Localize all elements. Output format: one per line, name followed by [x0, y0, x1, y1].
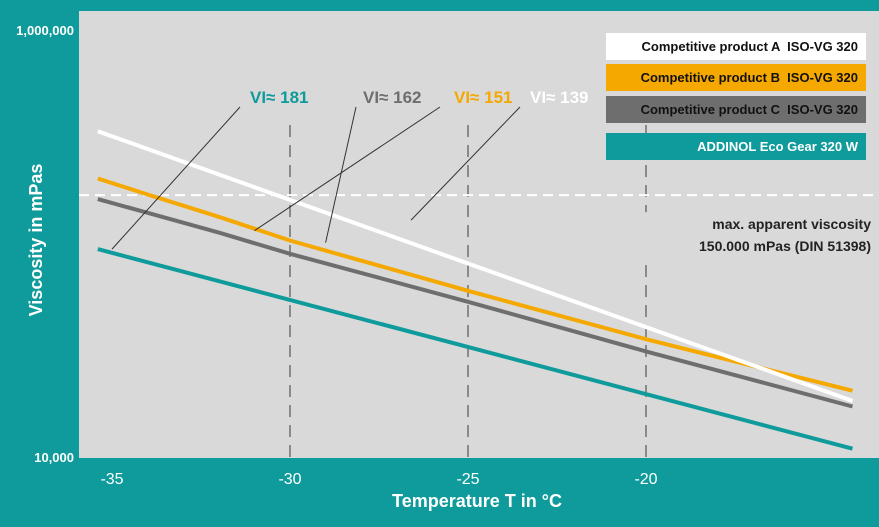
x-axis-title: Temperature T in °C — [392, 491, 562, 511]
legend-label: Competitive product C ISO-VG 320 — [641, 102, 858, 117]
legend-label: Competitive product B ISO-VG 320 — [641, 70, 858, 85]
reference-label-line2: 150.000 mPas (DIN 51398) — [699, 238, 871, 254]
vi-leader-line — [254, 106, 441, 232]
series-line — [97, 197, 854, 409]
reference-label-line1: max. apparent viscosity — [712, 216, 871, 232]
x-tick-label: -25 — [456, 471, 479, 488]
x-tick-label: -35 — [100, 471, 123, 488]
y-tick-label: 10,000 — [34, 450, 74, 465]
reference-label-background — [640, 212, 879, 263]
legend-swatch — [606, 133, 866, 160]
series-line — [97, 129, 854, 403]
x-tick-label: -20 — [634, 471, 657, 488]
vi-label: VI≈ 151 — [454, 88, 512, 107]
vi-label: VI≈ 181 — [250, 88, 308, 107]
legend-label: ADDINOL Eco Gear 320 W — [697, 139, 859, 154]
series-line — [97, 247, 854, 451]
vi-callouts: VI≈ 181 VI≈ 162 VI≈ 151 VI≈ 139 — [111, 88, 588, 250]
series-line — [97, 176, 853, 393]
legend-label: Competitive product A ISO-VG 320 — [642, 39, 858, 54]
legend-swatch — [606, 33, 866, 60]
vi-leader-line — [410, 106, 521, 221]
legend: Competitive product A ISO-VG 320 Competit… — [606, 33, 866, 160]
x-tick-label: -30 — [278, 471, 301, 488]
y-axis-title: Viscosity in mPas — [26, 164, 46, 317]
series-lines — [97, 129, 854, 451]
vi-leader-line — [111, 106, 241, 250]
vi-leader-line — [325, 106, 357, 243]
y-tick-label: 1,000,000 — [16, 23, 74, 38]
vi-label: VI≈ 162 — [363, 88, 421, 107]
axes: -35 -30 -25 -20 1,000,000 10,000 — [16, 23, 658, 488]
legend-swatch — [606, 64, 866, 91]
vi-label: VI≈ 139 — [530, 88, 588, 107]
legend-swatch — [606, 96, 866, 123]
max-viscosity-reference: max. apparent viscosity 150.000 mPas (DIN… — [79, 194, 879, 263]
